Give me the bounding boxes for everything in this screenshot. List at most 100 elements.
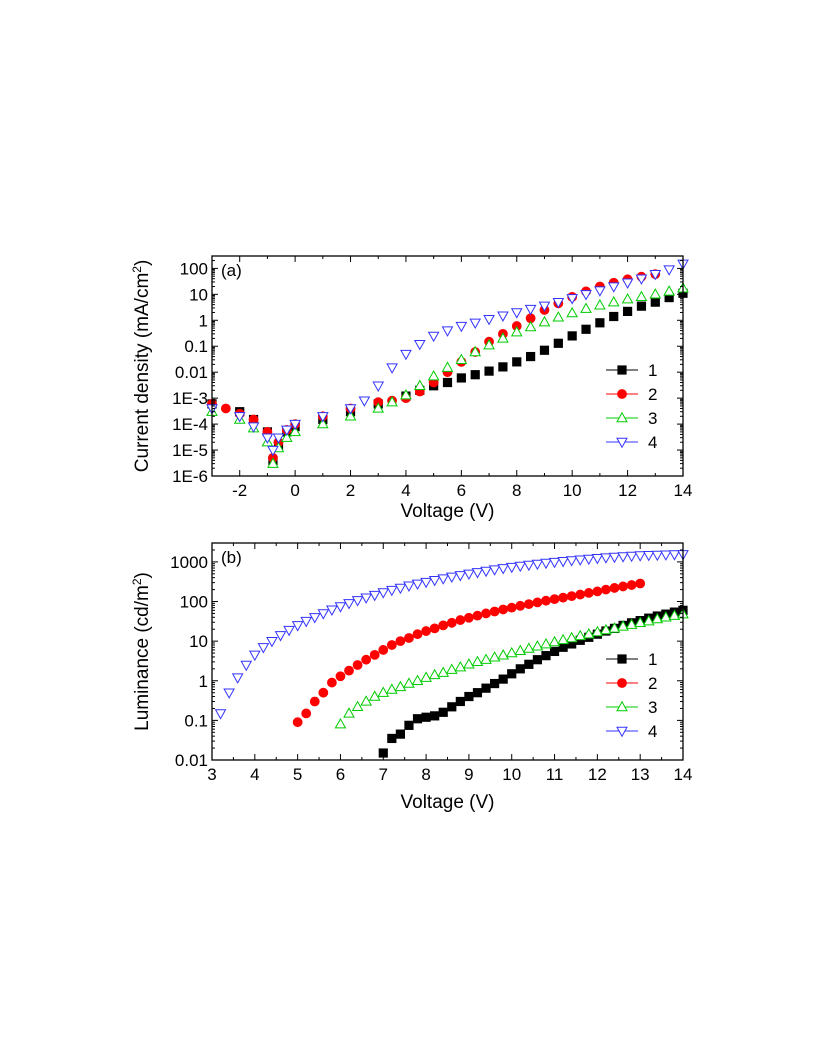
data-point xyxy=(526,351,536,362)
x-tick-label: 12 xyxy=(618,481,637,500)
data-point xyxy=(316,412,329,423)
data-point xyxy=(301,708,312,719)
data-point xyxy=(231,673,244,684)
data-point xyxy=(660,611,672,622)
data-point xyxy=(591,554,604,565)
data-point xyxy=(326,605,338,616)
data-point xyxy=(480,653,492,664)
data-point xyxy=(456,373,466,383)
x-tick-label: 10 xyxy=(563,481,582,500)
data-point xyxy=(498,362,508,372)
data-point xyxy=(481,683,491,693)
data-point xyxy=(607,282,620,293)
panel-a-x-axis-label: Voltage (V) xyxy=(401,501,495,522)
data-point xyxy=(411,579,424,591)
data-point xyxy=(583,588,594,598)
data-point xyxy=(489,606,500,617)
data-point xyxy=(497,649,510,660)
data-point xyxy=(524,659,534,669)
data-point xyxy=(650,297,660,307)
data-point xyxy=(531,640,544,651)
data-point xyxy=(558,642,568,652)
x-tick-label: 6 xyxy=(336,765,345,784)
data-point xyxy=(351,596,364,607)
data-point xyxy=(335,671,346,682)
data-point xyxy=(470,370,480,380)
data-point xyxy=(574,629,587,641)
data-point xyxy=(368,690,381,701)
legend-marker xyxy=(616,411,628,423)
data-point xyxy=(292,717,303,728)
x-tick-label: 0 xyxy=(290,481,299,500)
data-point xyxy=(437,666,450,677)
data-point xyxy=(280,431,293,442)
data-point xyxy=(621,292,634,304)
data-point xyxy=(283,625,295,637)
data-point xyxy=(351,700,364,712)
data-point xyxy=(261,433,274,444)
data-point xyxy=(507,669,517,679)
y-tick-label: 0.01 xyxy=(175,363,208,382)
data-point xyxy=(488,565,501,576)
data-point xyxy=(523,642,535,653)
data-point xyxy=(445,572,458,584)
panel-a-y-axis-label-close: ) xyxy=(132,260,153,266)
data-point xyxy=(523,599,534,610)
data-point xyxy=(582,627,595,639)
data-point xyxy=(548,635,561,647)
y-tick-label: 1 xyxy=(199,311,208,330)
panel-b-label: (b) xyxy=(221,548,242,567)
data-point xyxy=(514,644,527,656)
y-tick-label: 1 xyxy=(199,672,208,691)
data-point xyxy=(540,558,552,570)
legend-entry-3: 3 xyxy=(606,409,657,428)
data-point xyxy=(618,581,628,592)
legend-marker xyxy=(616,700,628,712)
data-point xyxy=(455,353,468,365)
data-point xyxy=(291,621,304,632)
legend-label: 1 xyxy=(648,650,657,669)
legend-marker xyxy=(617,365,627,375)
data-point xyxy=(552,311,565,322)
y-tick-label: 100 xyxy=(180,259,208,278)
legend-entry-4: 4 xyxy=(606,433,657,452)
panel-a-plot-frame xyxy=(211,255,684,477)
data-point xyxy=(266,636,278,648)
data-point xyxy=(636,301,647,311)
data-point xyxy=(469,345,482,357)
x-tick-label: 11 xyxy=(546,765,564,784)
data-point xyxy=(538,315,551,327)
data-point xyxy=(484,366,494,376)
data-point xyxy=(400,349,412,361)
data-point xyxy=(625,618,638,629)
data-point xyxy=(377,686,390,697)
data-point xyxy=(318,687,329,698)
legend-marker xyxy=(616,437,628,449)
data-point xyxy=(361,654,372,665)
data-point xyxy=(437,574,450,585)
data-point xyxy=(625,551,638,563)
data-point xyxy=(274,631,287,642)
data-point xyxy=(591,625,604,637)
data-point xyxy=(594,299,606,310)
data-point xyxy=(326,677,337,688)
x-tick-label: 14 xyxy=(674,481,693,500)
data-point xyxy=(420,671,432,682)
data-point xyxy=(512,357,522,367)
data-point xyxy=(538,301,551,313)
data-point xyxy=(635,290,648,302)
data-point xyxy=(464,691,474,702)
data-point xyxy=(394,680,407,692)
series-2 xyxy=(292,578,646,728)
x-tick-label: -2 xyxy=(232,481,247,500)
data-point xyxy=(539,345,550,355)
data-point xyxy=(634,616,647,628)
data-point xyxy=(608,552,621,564)
data-point xyxy=(386,395,398,407)
data-point xyxy=(617,620,629,631)
data-point xyxy=(272,433,285,444)
legend-entry-2: 2 xyxy=(606,385,657,404)
data-point xyxy=(248,650,261,662)
